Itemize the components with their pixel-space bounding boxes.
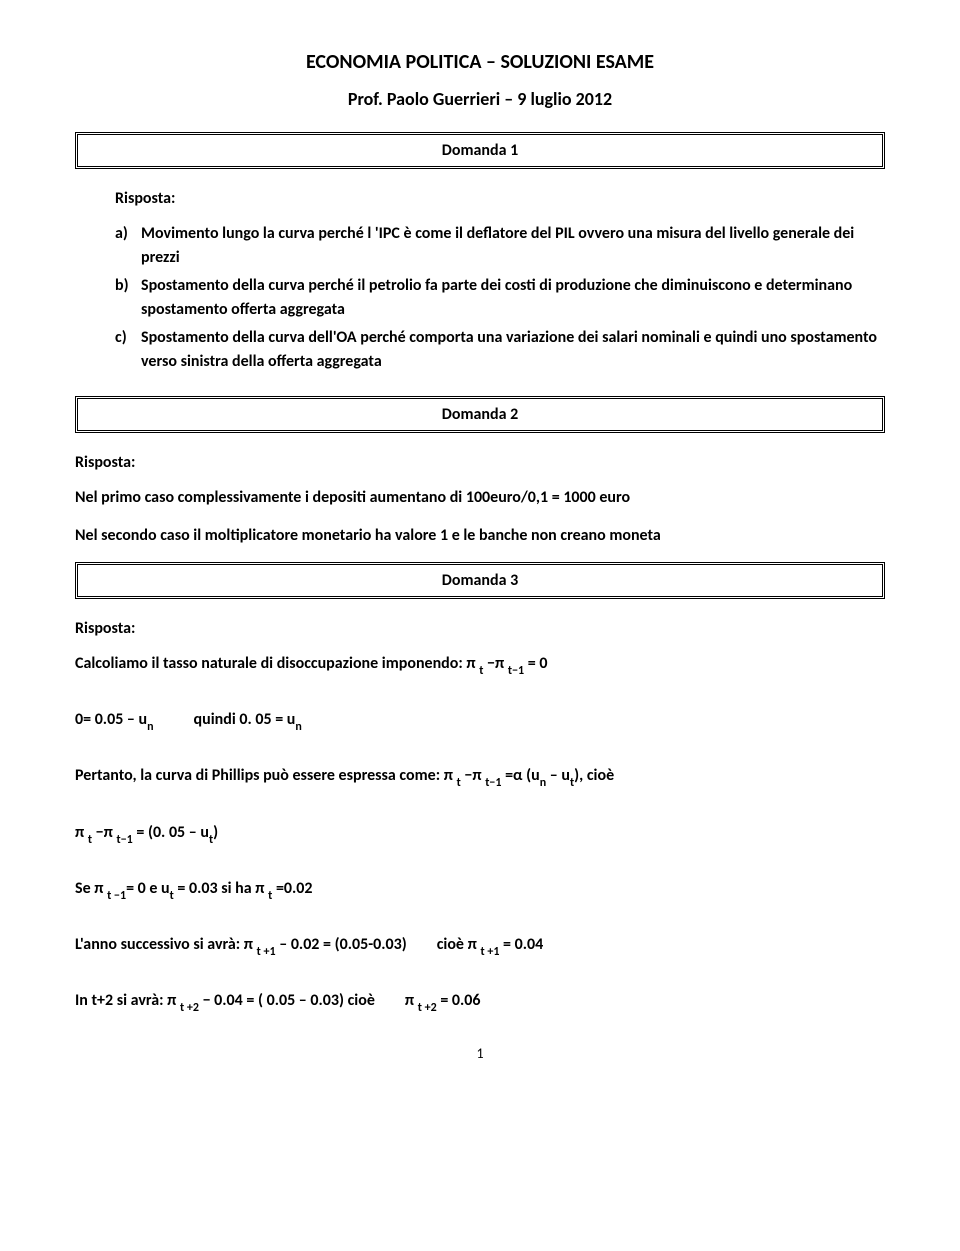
text-part: −π — [92, 823, 116, 842]
exam-page: ECONOMIA POLITICA – SOLUZIONI ESAME Prof… — [0, 0, 960, 1092]
text-part: L'anno successivo si avrà: π — [75, 935, 257, 954]
subscript: t — [88, 833, 92, 847]
subtitle: Prof. Paolo Guerrieri – 9 luglio 2012 — [75, 88, 885, 110]
text-part: −π — [483, 654, 507, 673]
subscript: n — [540, 776, 546, 790]
subscript: t−1 — [508, 664, 524, 678]
text-part: =0.02 — [272, 879, 312, 898]
text-part: In t+2 si avrà: π — [75, 991, 180, 1010]
subscript: t +2 — [418, 1001, 437, 1015]
risposta-label-1: Risposta: — [115, 189, 885, 208]
text-part: ) — [213, 823, 218, 842]
list-item: a) Movimento lungo la curva perché l 'IP… — [115, 222, 885, 270]
item-marker: b) — [115, 274, 141, 322]
text-part: = 0.06 — [437, 991, 481, 1010]
subscript: t — [479, 664, 483, 678]
subscript: t — [268, 889, 272, 903]
text-part: = 0.04 — [499, 935, 543, 954]
item-text: Spostamento della curva perché il petrol… — [141, 274, 885, 322]
text-part: − 0.04 = ( 0.05 – 0.03) cioè — [199, 991, 375, 1010]
text-part: Calcoliamo il tasso naturale di disoccup… — [75, 654, 479, 673]
text-part: – u — [546, 766, 570, 785]
d3-eq0: 0= 0.05 – unquindi 0. 05 = un — [75, 708, 885, 734]
subscript: t −1 — [107, 889, 126, 903]
subscript: t — [209, 833, 213, 847]
text-part: −π — [461, 766, 485, 785]
text-part: = 0 — [524, 654, 547, 673]
subscript: t — [570, 776, 574, 790]
subscript: n — [295, 720, 301, 734]
subscript: n — [147, 720, 153, 734]
item-marker: c) — [115, 326, 141, 374]
item-text: Movimento lungo la curva perché l 'IPC è… — [141, 222, 885, 270]
list-item: b) Spostamento della curva perché il pet… — [115, 274, 885, 322]
text-part: =α (u — [501, 766, 539, 785]
domanda-2-box: Domanda 2 — [75, 396, 885, 433]
risposta-label-3: Risposta: — [75, 619, 885, 638]
item-marker: a) — [115, 222, 141, 270]
subscript: t — [170, 889, 174, 903]
text-part: Se π — [75, 879, 107, 898]
subscript: t−1 — [117, 833, 133, 847]
list-item: c) Spostamento della curva dell'OA perch… — [115, 326, 885, 374]
subscript: t +1 — [257, 945, 276, 959]
item-text: Spostamento della curva dell'OA perché c… — [141, 326, 885, 374]
subscript: t−1 — [485, 776, 501, 790]
main-title: ECONOMIA POLITICA – SOLUZIONI ESAME — [75, 50, 885, 74]
text-part: Pertanto, la curva di Phillips può esser… — [75, 766, 457, 785]
subscript: t +1 — [480, 945, 499, 959]
domanda-3-box: Domanda 3 — [75, 562, 885, 599]
text-part: cioè π — [437, 935, 481, 954]
text-part: = 0.03 si ha π — [174, 879, 268, 898]
d2-line-2: Nel secondo caso il moltiplicatore monet… — [75, 524, 885, 548]
d3-t2: In t+2 si avrà: π t +2 − 0.04 = ( 0.05 –… — [75, 989, 885, 1015]
text-part: 0= 0.05 – u — [75, 710, 147, 729]
text-part: π — [75, 823, 88, 842]
text-part: π — [405, 991, 418, 1010]
subscript: t — [457, 776, 461, 790]
text-part: quindi 0. 05 = u — [194, 710, 296, 729]
text-part: – 0.02 = (0.05-0.03) — [276, 935, 407, 954]
risposta-label-2: Risposta: — [75, 453, 885, 472]
domanda-1-box: Domanda 1 — [75, 132, 885, 169]
d3-phillips: Pertanto, la curva di Phillips può esser… — [75, 764, 885, 790]
domanda-1-list: a) Movimento lungo la curva perché l 'IP… — [115, 222, 885, 374]
text-part: = 0 e u — [126, 879, 170, 898]
d3-eq1: π t −π t−1 = (0. 05 – ut) — [75, 821, 885, 847]
d3-se: Se π t −1= 0 e ut = 0.03 si ha π t =0.02 — [75, 877, 885, 903]
subscript: t +2 — [180, 1001, 199, 1015]
text-part: = (0. 05 – u — [133, 823, 209, 842]
text-part: ), cioè — [574, 766, 614, 785]
d3-intro: Calcoliamo il tasso naturale di disoccup… — [75, 652, 885, 678]
page-number: 1 — [75, 1045, 885, 1062]
d2-line-1: Nel primo caso complessivamente i deposi… — [75, 486, 885, 510]
d3-anno: L'anno successivo si avrà: π t +1 – 0.02… — [75, 933, 885, 959]
